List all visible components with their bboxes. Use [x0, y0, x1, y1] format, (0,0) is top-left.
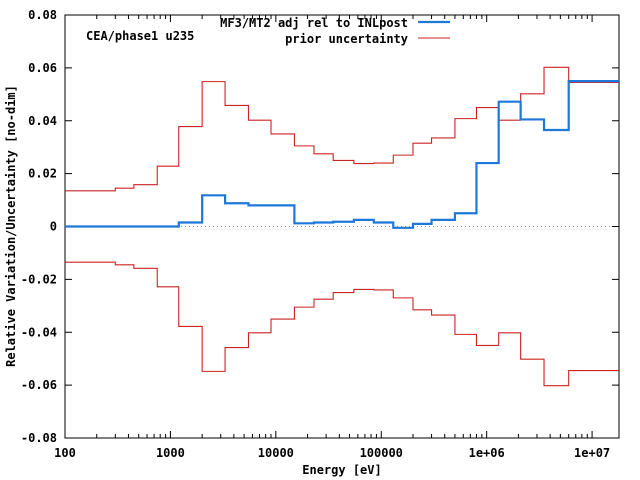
y-tick-label: 0.02: [28, 167, 57, 181]
y-axis-label: Relative Variation/Uncertainty [no-dim]: [4, 85, 18, 367]
axis-ticks: [64, 14, 619, 439]
series-line-1: [65, 66, 619, 192]
y-tick-label: -0.06: [21, 378, 57, 392]
series-line-1-lower: [65, 261, 619, 387]
y-tick-label: -0.08: [21, 431, 57, 445]
x-tick-label: 100: [54, 446, 76, 460]
y-tick-label: 0.04: [28, 114, 57, 128]
y-tick-label: -0.02: [21, 272, 57, 286]
series-group: [65, 66, 619, 387]
y-tick-label: 0: [50, 220, 57, 234]
annotation-text: CEA/phase1 u235: [86, 29, 194, 43]
y-tick-label: 0.06: [28, 61, 57, 75]
x-tick-label: 100000: [360, 446, 403, 460]
tick-labels: 100 1000 10000 100000 1e+06 1e+07 -0.08 -0.06 -0…: [21, 8, 610, 460]
x-axis-label: Energy [eV]: [302, 463, 381, 477]
legend-label-0: MF3/MT2 adj rel to INLpost: [220, 16, 408, 30]
x-tick-label: 1000: [156, 446, 185, 460]
x-tick-label: 10000: [258, 446, 294, 460]
series-line-0: [65, 79, 619, 229]
y-tick-label: -0.04: [21, 325, 57, 339]
legend: MF3/MT2 adj rel to INLpost prior uncerta…: [220, 16, 450, 46]
legend-label-1: prior uncertainty: [285, 32, 408, 46]
y-tick-label: 0.08: [28, 8, 57, 22]
x-tick-label: 1e+06: [469, 446, 505, 460]
x-tick-label: 1e+07: [574, 446, 610, 460]
